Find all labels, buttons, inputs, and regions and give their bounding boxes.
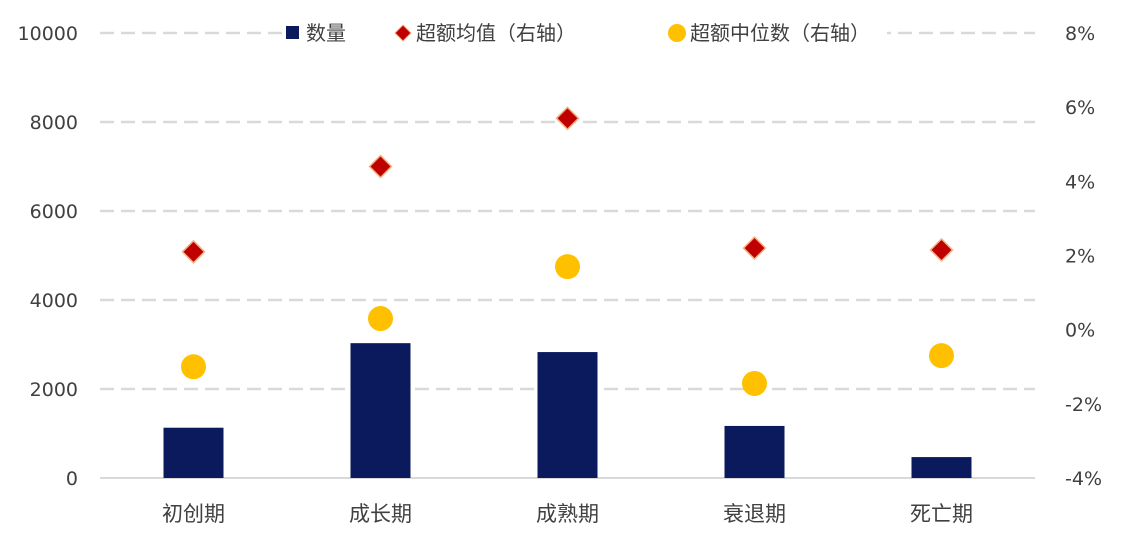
legend-circle-swatch (668, 24, 686, 42)
category-label: 初创期 (162, 502, 225, 526)
mean-diamond-marker (181, 239, 206, 264)
bar (724, 425, 785, 478)
bar (350, 343, 411, 478)
category-label: 死亡期 (910, 502, 973, 526)
bars (163, 343, 972, 478)
right-tick-label: 2% (1065, 246, 1095, 268)
right-tick-label: -2% (1065, 394, 1102, 416)
axes: 0 2000 4000 6000 8000 10000 -4% -2% 0% 2% 4% 6% 8% 初创… (18, 23, 1102, 526)
median-circle-marker (929, 343, 954, 369)
median-circle-marker (742, 370, 767, 396)
right-tick-label: 8% (1065, 23, 1095, 45)
right-tick-label: 0% (1065, 320, 1095, 342)
category-label: 衰退期 (723, 502, 786, 526)
right-tick-label: -4% (1065, 468, 1102, 490)
mean-diamond-marker (368, 154, 393, 179)
left-tick-label: 10000 (18, 23, 78, 45)
category-label: 成长期 (349, 502, 412, 526)
category-label: 成熟期 (536, 502, 599, 526)
legend: 数量 超额均值（右轴） 超额中位数（右轴） (283, 13, 887, 53)
legend-label: 超额中位数（右轴） (690, 21, 870, 45)
legend-diamond-swatch (394, 24, 412, 42)
legend-background (283, 13, 887, 53)
left-tick-label: 8000 (30, 112, 78, 134)
bar (163, 427, 224, 478)
left-tick-label: 2000 (30, 379, 78, 401)
right-tick-label: 4% (1065, 171, 1095, 193)
bar (911, 457, 972, 478)
mean-diamond-marker (929, 237, 954, 262)
median-circle-marker (181, 354, 206, 380)
right-tick-label: 6% (1065, 97, 1095, 119)
left-tick-label: 0 (66, 468, 78, 490)
left-tick-label: 4000 (30, 290, 78, 312)
median-circle-marker (368, 306, 393, 332)
gridlines (100, 31, 1035, 391)
median-circle-marker (555, 254, 580, 280)
legend-label: 超额均值（右轴） (416, 21, 576, 45)
legend-bar-swatch (286, 26, 299, 39)
legend-label: 数量 (306, 21, 346, 45)
mean-diamond-marker (555, 106, 580, 131)
markers (181, 106, 954, 396)
left-tick-label: 6000 (30, 201, 78, 223)
mean-diamond-marker (742, 236, 767, 261)
bar (537, 352, 598, 478)
